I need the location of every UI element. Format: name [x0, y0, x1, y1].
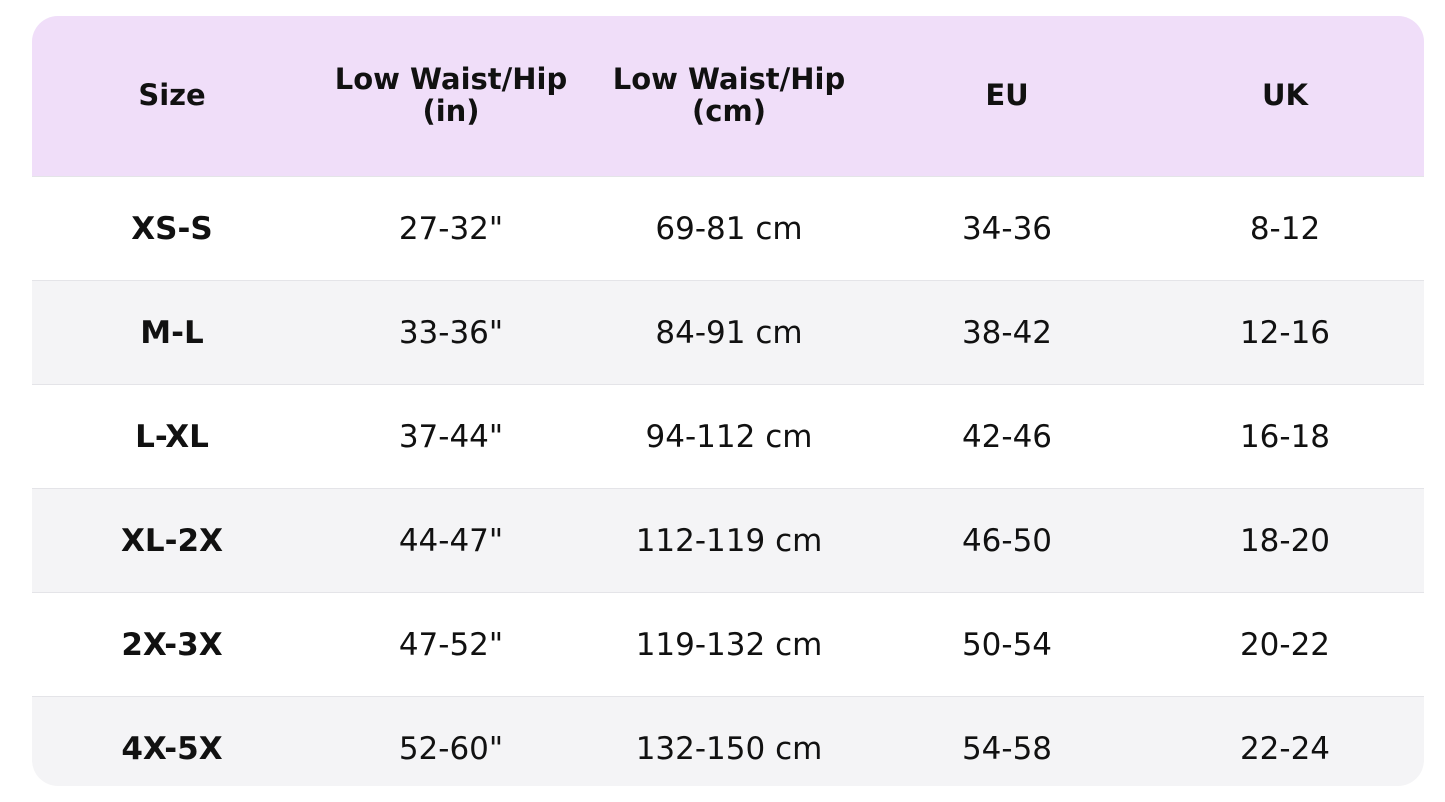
table-cell: 33-36"	[312, 280, 590, 385]
table-cell: 38-42	[868, 280, 1146, 385]
table-cell: 52-60"	[312, 696, 590, 786]
table-cell: 44-47"	[312, 488, 590, 593]
size-cell: XS-S	[32, 176, 312, 281]
size-cell: 2X-3X	[32, 592, 312, 697]
table-cell: 94-112 cm	[590, 384, 868, 489]
table-body: XS-S 27-32" 69-81 cm 34-36 8-12 M-L 33-36" 84-9…	[32, 176, 1424, 786]
table-cell: 54-58	[868, 696, 1146, 786]
table-cell: 22-24	[1146, 696, 1424, 786]
table-cell: 34-36	[868, 176, 1146, 281]
table-row: M-L 33-36" 84-91 cm 38-42 12-16	[32, 280, 1424, 385]
table-cell: 27-32"	[312, 176, 590, 281]
header-cell: Low Waist/Hip (in)	[312, 16, 590, 177]
table-cell: 119-132 cm	[590, 592, 868, 697]
table-row: XS-S 27-32" 69-81 cm 34-36 8-12	[32, 176, 1424, 281]
table-cell: 84-91 cm	[590, 280, 868, 385]
table-cell: 69-81 cm	[590, 176, 868, 281]
size-cell: XL-2X	[32, 488, 312, 593]
table-cell: 18-20	[1146, 488, 1424, 593]
header-cell: Low Waist/Hip (cm)	[590, 16, 868, 177]
table-cell: 112-119 cm	[590, 488, 868, 593]
header-cell: UK	[1146, 16, 1424, 177]
size-table: Size Low Waist/Hip (in) Low Waist/Hip (cm)…	[32, 16, 1424, 786]
table-cell: 20-22	[1146, 592, 1424, 697]
table-cell: 42-46	[868, 384, 1146, 489]
table-cell: 8-12	[1146, 176, 1424, 281]
table-row: L-XL 37-44" 94-112 cm 42-46 16-18	[32, 384, 1424, 489]
table-cell: 132-150 cm	[590, 696, 868, 786]
table-cell: 47-52"	[312, 592, 590, 697]
table-cell: 46-50	[868, 488, 1146, 593]
table-cell: 37-44"	[312, 384, 590, 489]
size-cell: 4X-5X	[32, 696, 312, 786]
header-cell: Size	[32, 16, 312, 177]
table-row: 4X-5X 52-60" 132-150 cm 54-58 22-24	[32, 696, 1424, 786]
table-row: XL-2X 44-47" 112-119 cm 46-50 18-20	[32, 488, 1424, 593]
table-cell: 12-16	[1146, 280, 1424, 385]
table-row: 2X-3X 47-52" 119-132 cm 50-54 20-22	[32, 592, 1424, 697]
size-cell: M-L	[32, 280, 312, 385]
table-cell: 50-54	[868, 592, 1146, 697]
header-row: Size Low Waist/Hip (in) Low Waist/Hip (cm)…	[32, 16, 1424, 177]
table-cell: 16-18	[1146, 384, 1424, 489]
header-cell: EU	[868, 16, 1146, 177]
size-chart: Size Low Waist/Hip (in) Low Waist/Hip (cm)…	[32, 16, 1424, 786]
size-cell: L-XL	[32, 384, 312, 489]
